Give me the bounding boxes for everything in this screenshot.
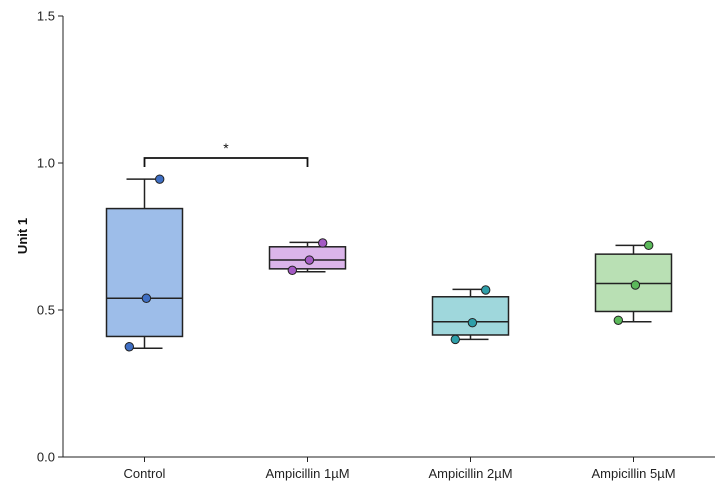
boxes-layer	[105, 174, 673, 352]
significance-layer: *	[143, 140, 309, 167]
data-point	[467, 317, 478, 328]
data-point	[141, 293, 152, 303]
box	[431, 296, 510, 336]
box-group	[431, 285, 510, 345]
y-axis-title: Unit 1	[15, 218, 30, 254]
data-point	[481, 285, 491, 295]
bracket-line	[143, 157, 309, 167]
data-point	[644, 240, 654, 251]
data-point	[124, 342, 135, 352]
box-group	[594, 240, 673, 325]
x-tick-label: Control	[124, 466, 166, 481]
box-group	[105, 174, 184, 352]
y-axis: 0.0 0.5 1.0 1.5	[37, 9, 64, 465]
significance-bracket: *	[143, 140, 309, 167]
data-point	[630, 280, 641, 290]
y-tick-label: 0.5	[37, 303, 55, 318]
y-tick-label: 0.0	[37, 450, 55, 465]
data-point	[304, 255, 315, 265]
box-group	[268, 238, 347, 276]
x-tick-label: Ampicillin 2µM	[428, 466, 512, 481]
y-tick-label: 1.0	[37, 156, 55, 171]
y-tick-label: 1.5	[37, 9, 55, 24]
data-point	[613, 315, 623, 325]
box	[105, 207, 184, 338]
data-point	[450, 334, 460, 345]
x-axis: Control Ampicillin 1µM Ampicillin 2µM Ampic…	[63, 456, 715, 481]
data-point	[155, 174, 165, 184]
data-point	[287, 265, 297, 276]
x-tick-label: Ampicillin 5µM	[591, 466, 675, 481]
significance-label: *	[223, 140, 229, 156]
data-point	[318, 238, 328, 248]
x-tick-label: Ampicillin 1µM	[265, 466, 349, 481]
